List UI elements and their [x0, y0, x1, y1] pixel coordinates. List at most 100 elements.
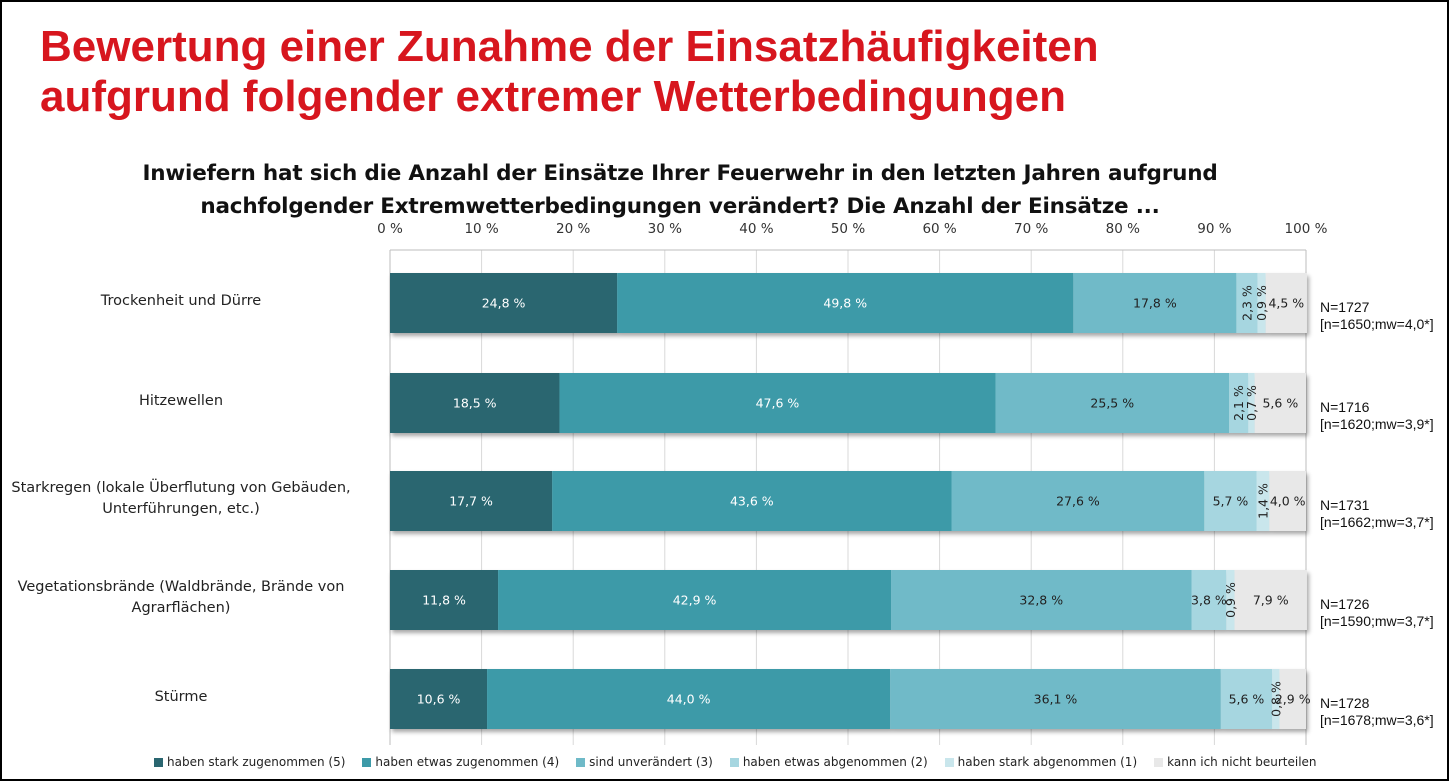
bar-segment: [1269, 471, 1306, 531]
bar-segment: [1234, 570, 1307, 630]
legend-item: sind unverändert (3): [576, 755, 713, 769]
data-label: 43,6 %: [730, 494, 774, 509]
legend-label: haben etwas abgenommen (2): [742, 755, 928, 769]
bar-segment: [995, 373, 1230, 433]
bar-segment: [1257, 273, 1266, 333]
sample-size-line: N=1727: [1320, 299, 1370, 315]
category-label-line: Agrarflächen): [131, 600, 231, 616]
data-label: 2,3 %: [1239, 285, 1254, 321]
category-label-line: Hitzewellen: [138, 392, 224, 409]
data-label: 3,8 %: [1191, 593, 1227, 608]
category-label-line: Stürme: [154, 688, 208, 705]
bar-segment: [1191, 570, 1227, 630]
bar-row-labels: 10,6 % 44,0 % 36,1 % 5,6 % 0,8 %2,9 %: [417, 681, 1311, 717]
data-label: 10,6 %: [417, 692, 461, 707]
sample-size-label: N=1731 [n=1662;mw=3,7*]: [1320, 497, 1434, 531]
sample-size-line: [n=1678;mw=3,6*]: [1320, 712, 1434, 728]
category-label-line: Vegetationsbrände (Waldbrände, Brände vo…: [17, 579, 345, 595]
legend-swatch: [576, 757, 586, 767]
bar-segment: [390, 669, 488, 729]
legend-item: haben etwas zugenommen (4): [362, 755, 559, 769]
main-title-line-2: aufgrund folgender extremer Wetterbeding…: [40, 72, 1066, 121]
data-label: 24,8 %: [482, 296, 526, 311]
x-tick-label: 70 %: [1014, 221, 1048, 237]
bar-segment: [1236, 273, 1258, 333]
data-label: 25,5 %: [1090, 396, 1134, 411]
legend-label: sind unverändert (3): [589, 755, 713, 769]
x-axis-ticks: 0 % 10 % 20 % 30 % 40 % 50 % 60 % 70 % 80 % 90 % 1…: [377, 221, 1327, 237]
bar-segment: [1248, 373, 1255, 433]
bar-segment: [390, 471, 553, 531]
bar-segment: [1265, 273, 1307, 333]
legend-swatch: [729, 757, 739, 767]
main-title-line-1: Bewertung einer Zunahme der Einsatzhäufi…: [40, 22, 1099, 71]
bar-segment: [487, 669, 891, 729]
sample-size-line: [n=1662;mw=3,7*]: [1320, 514, 1434, 530]
category-label-line: Starkregen (lokale Überflutung von Gebäu…: [11, 480, 351, 496]
data-label: 49,8 %: [823, 296, 867, 311]
data-label: 0,8 %: [1268, 681, 1283, 717]
legend-swatch: [944, 757, 954, 767]
bar-segment: [559, 373, 996, 433]
legend-swatch: [362, 757, 372, 767]
data-label: 0,9 %: [1254, 285, 1269, 321]
chart-subtitle: Inwiefern hat sich die Anzahl der Einsät…: [140, 157, 1220, 223]
legend-item: haben stark abgenommen (1): [944, 755, 1138, 769]
x-tick-label: 60 %: [922, 221, 956, 237]
sample-size-line: [n=1590;mw=3,7*]: [1320, 613, 1434, 629]
bar-segment: [1272, 669, 1280, 729]
data-label: 5,6 %: [1229, 692, 1265, 707]
data-label: 17,8 %: [1133, 296, 1177, 311]
main-title: Bewertung einer Zunahme der Einsatzhäufi…: [40, 22, 1099, 122]
x-tick-label: 20 %: [556, 221, 590, 237]
bar-segment: [552, 471, 952, 531]
legend-item: haben stark zugenommen (5): [154, 755, 345, 769]
bars: 24,8 % 49,8 % 17,8 % 2,3 % 0,9 % 4,5 %18,5 % 4…: [390, 273, 1311, 729]
legend-item: haben etwas abgenommen (2): [729, 755, 928, 769]
data-label: 0,7 %: [1244, 385, 1259, 421]
sample-size-label: N=1726 [n=1590;mw=3,7*]: [1320, 596, 1434, 630]
bar-segment: [390, 570, 499, 630]
data-label: 5,6 %: [1262, 396, 1298, 411]
bar-segment: [1204, 471, 1257, 531]
sample-size-line: N=1726: [1320, 596, 1370, 612]
data-label: 2,1 %: [1231, 385, 1246, 421]
bar-segment: [390, 373, 560, 433]
bar-segment: [891, 570, 1192, 630]
x-tick-label: 100 %: [1285, 221, 1328, 237]
bar-segment: [1073, 273, 1237, 333]
data-label: 11,8 %: [422, 593, 466, 608]
bar-segment: [390, 273, 618, 333]
category-label-line: Unterführungen, etc.): [102, 501, 260, 517]
category-label: Vegetationsbrände (Waldbrände, Brände vo…: [1, 577, 361, 619]
legend: haben stark zugenommen (5) haben etwas zu…: [154, 755, 1334, 769]
category-label: Trockenheit und Dürre: [1, 291, 361, 312]
bar-segment: [617, 273, 1074, 333]
sample-size-line: [n=1620;mw=3,9*]: [1320, 416, 1434, 432]
sample-size-label: N=1727 [n=1650;mw=4,0*]: [1320, 299, 1434, 333]
legend-swatch: [154, 757, 163, 767]
category-label-line: Trockenheit und Dürre: [100, 292, 262, 309]
sample-size-line: N=1728: [1320, 695, 1370, 711]
data-label: 18,5 %: [453, 396, 497, 411]
sample-size-label: N=1728 [n=1678;mw=3,6*]: [1320, 695, 1434, 729]
legend-label: haben stark abgenommen (1): [957, 755, 1138, 769]
bar-segment: [1226, 570, 1235, 630]
bar-segment: [498, 570, 892, 630]
data-label: 17,7 %: [449, 494, 493, 509]
bar-row-labels: 17,7 % 43,6 % 27,6 % 5,7 % 1,4 % 4,0 %: [449, 483, 1305, 519]
data-label: 42,9 %: [673, 593, 717, 608]
bar-row-labels: 24,8 % 49,8 % 17,8 % 2,3 % 0,9 % 4,5 %: [482, 285, 1305, 321]
subtitle-line-1: Inwiefern hat sich die Anzahl der Einsät…: [142, 161, 1218, 186]
category-label: Stürme: [1, 687, 361, 708]
bar-row: [390, 570, 1307, 630]
data-label: 2,9 %: [1275, 692, 1311, 707]
x-tick-label: 50 %: [831, 221, 865, 237]
data-label: 44,0 %: [667, 692, 711, 707]
data-label: 27,6 %: [1056, 494, 1100, 509]
x-tick-label: 90 %: [1197, 221, 1231, 237]
sample-size-line: [n=1650;mw=4,0*]: [1320, 316, 1434, 332]
x-tick-label: 80 %: [1106, 221, 1140, 237]
